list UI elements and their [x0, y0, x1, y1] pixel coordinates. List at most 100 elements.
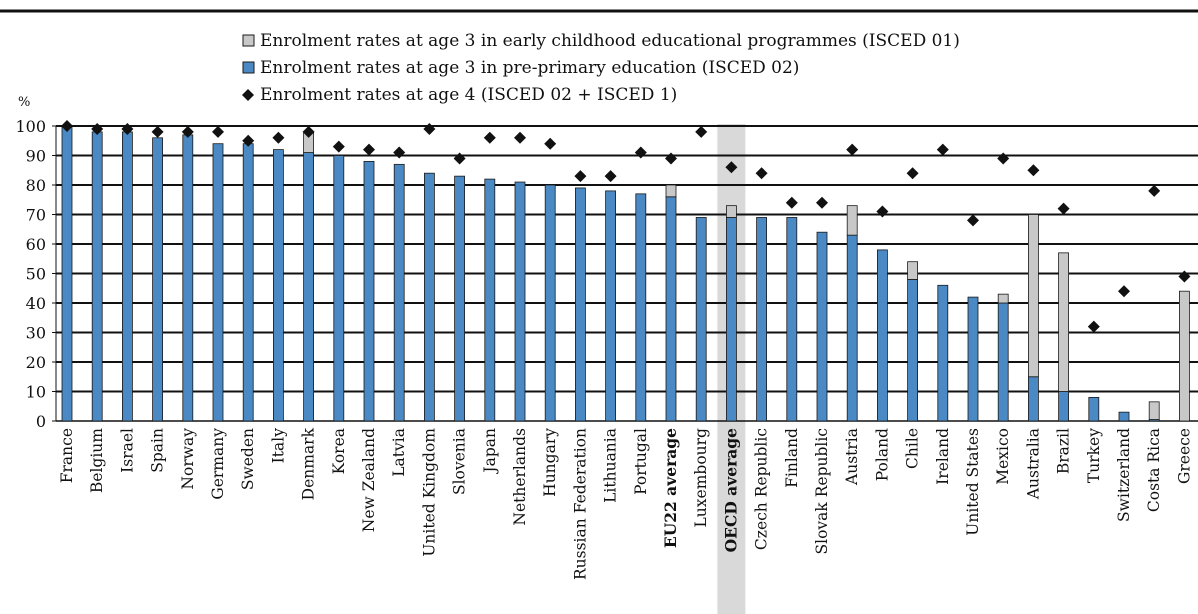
x-tick-label: Spain [149, 428, 167, 473]
y-tick-label: 40 [26, 294, 46, 313]
bar-pre-primary [907, 278, 918, 422]
y-tick-label: 100 [15, 117, 46, 136]
marker-age4 [725, 161, 738, 174]
bar-pre-primary [997, 302, 1009, 422]
x-tick-label: Switzerland [1115, 428, 1133, 522]
marker-age4 [755, 167, 768, 180]
marker-age4 [181, 125, 194, 138]
bar-early-childhood [1148, 401, 1160, 420]
marker-age4 [453, 152, 466, 165]
bar-pre-primary [726, 217, 737, 422]
bar-pre-primary [122, 131, 133, 422]
x-tick-label: Australia [1024, 428, 1042, 500]
x-tick-label: Denmark [300, 427, 318, 500]
x-tick-label: Belgium [88, 428, 106, 493]
x-tick-label: Russian Federation [571, 428, 589, 580]
marker-age4 [212, 125, 224, 138]
marker-age4 [906, 167, 919, 180]
bar-pre-primary [967, 296, 979, 422]
x-tick-label: Czech Republic [753, 428, 771, 550]
bar-pre-primary [635, 193, 647, 422]
legend-label: Enrolment rates at age 4 (ISCED 02 + ISC… [260, 85, 677, 105]
x-axis-labels: France Belgium Israel Spain Norway Germany Swe… [58, 427, 1193, 580]
bar-pre-primary [152, 137, 164, 422]
y-tick-label: 90 [26, 147, 46, 166]
x-tick-label: Netherlands [511, 428, 529, 526]
bars [61, 125, 1190, 422]
bar-early-childhood [1058, 252, 1069, 392]
marker-age4 [846, 143, 859, 156]
bar-pre-primary [1118, 411, 1130, 422]
bar-early-childhood [846, 205, 858, 236]
x-tick-label: Korea [330, 428, 348, 474]
x-tick-label: United States [964, 428, 982, 536]
y-tick-label: 80 [26, 176, 46, 195]
gridlines [56, 125, 1198, 422]
bar-pre-primary [484, 178, 496, 422]
marker-age4 [695, 125, 708, 138]
marker-age4 [272, 131, 285, 144]
marker-age4 [1118, 285, 1130, 298]
bar-pre-primary [212, 143, 224, 422]
bar-pre-primary [605, 190, 616, 422]
bar-pre-primary [333, 155, 345, 422]
marker-age4 [574, 170, 587, 183]
legend-marker-age4 [242, 89, 254, 101]
x-tick-label: Ireland [934, 428, 952, 485]
marker-age4 [1057, 202, 1070, 215]
legend-label: Enrolment rates at age 3 in early childh… [260, 31, 960, 51]
bar-pre-primary [877, 249, 888, 422]
marker-age4 [997, 152, 1010, 165]
bar-pre-primary [61, 125, 73, 422]
y-axis-ticks: 0 10 20 30 40 50 60 70 80 90 100 [15, 117, 57, 431]
x-tick-label: Slovak Republic [813, 428, 831, 555]
marker-age4 [514, 131, 526, 144]
marker-age4 [876, 205, 889, 218]
marker-age4 [1027, 164, 1040, 177]
bar-pre-primary [454, 175, 466, 422]
legend: Enrolment rates at age 3 in early childh… [242, 31, 960, 105]
marker-age4 [151, 125, 164, 138]
bar-pre-primary [846, 234, 858, 422]
bar-early-childhood [997, 293, 1009, 304]
bar-pre-primary [91, 131, 103, 422]
bar-pre-primary [544, 184, 556, 422]
y-tick-label: 20 [26, 353, 46, 372]
marker-age4 [544, 137, 557, 150]
bar-pre-primary [816, 231, 828, 422]
y-tick-label: 50 [26, 265, 46, 284]
x-tick-label: Latvia [390, 428, 408, 477]
marker-age4 [936, 143, 949, 156]
marker-age4 [302, 125, 315, 138]
legend-swatch-pre-primary [242, 61, 255, 74]
bar-early-childhood [1179, 290, 1190, 422]
bar-pre-primary [303, 152, 315, 422]
x-tick-label: New Zealand [360, 428, 378, 532]
marker-age4 [363, 143, 375, 156]
marker-age4 [423, 122, 436, 135]
marker-age4 [604, 170, 617, 183]
bar-early-childhood [907, 261, 918, 280]
bar-pre-primary [242, 143, 254, 422]
bar-pre-primary [575, 187, 586, 422]
legend-swatch-early-childhood [242, 34, 255, 47]
marker-age4 [634, 146, 647, 159]
y-tick-label: 60 [26, 235, 46, 254]
x-tick-label: Norway [179, 428, 197, 490]
x-tick-label: Finland [783, 428, 801, 488]
marker-age4 [1178, 270, 1191, 283]
bar-early-childhood [665, 184, 677, 198]
bar-pre-primary [1028, 376, 1039, 422]
bar-pre-primary [182, 134, 194, 422]
x-tick-label: Costa Rica [1145, 428, 1163, 512]
y-axis-unit: % [18, 95, 30, 110]
bar-early-childhood [726, 205, 737, 218]
bar-pre-primary [756, 217, 767, 422]
x-tick-label: United Kingdom [420, 428, 438, 557]
marker-age4 [665, 152, 677, 165]
x-tick-label: Israel [118, 428, 136, 473]
x-tick-label: Brazil [1055, 428, 1073, 474]
marker-age4 [816, 196, 828, 209]
